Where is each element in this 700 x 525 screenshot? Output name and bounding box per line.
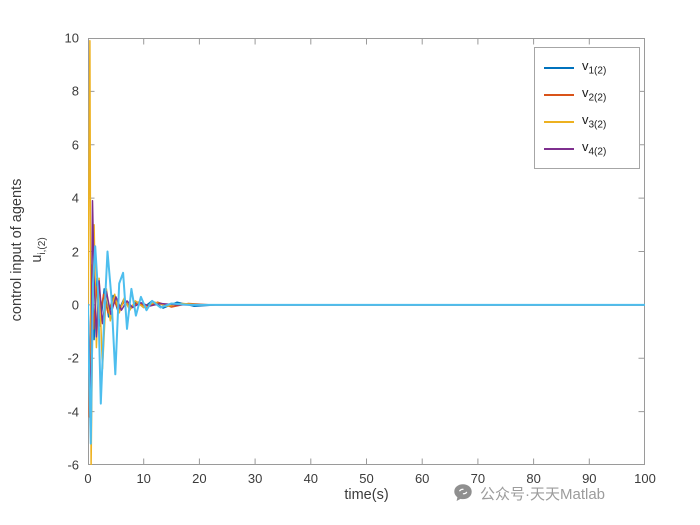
legend-item: v2(2) — [535, 81, 639, 108]
x-tick-label: 20 — [192, 471, 207, 486]
series-line — [88, 264, 645, 400]
x-tick-label: 0 — [84, 471, 92, 486]
y-tick-label: -2 — [67, 350, 79, 366]
y-tick-label: 6 — [71, 137, 79, 153]
y-tick-label: 2 — [71, 244, 79, 259]
y-tick-label: -4 — [67, 404, 79, 420]
y-axis-label-line2: ui,(2) — [29, 237, 48, 263]
y-axis-label: control input of agents ui,(2) — [7, 179, 53, 322]
x-tick-label: 70 — [470, 471, 486, 486]
legend-label: v3(2) — [582, 112, 607, 131]
watermark: 公众号·天天Matlab — [452, 482, 605, 504]
legend: v1(2) v2(2) v3(2) v4(2) — [534, 47, 640, 169]
x-tick-label: 10 — [136, 471, 151, 486]
x-tick-label: 100 — [634, 471, 656, 486]
series-line — [88, 272, 645, 418]
y-tick-label: 8 — [71, 83, 79, 99]
y-tick-label: -6 — [67, 457, 79, 473]
x-tick-label: 50 — [359, 471, 374, 486]
legend-item: v4(2) — [535, 135, 639, 162]
legend-line-swatch — [544, 66, 574, 69]
series-line — [88, 245, 645, 445]
legend-item: v1(2) — [535, 54, 639, 81]
legend-label: v4(2) — [582, 139, 607, 158]
x-axis-label: time(s) — [344, 487, 389, 503]
y-tick-label: 0 — [71, 297, 79, 313]
y-tick-label: 10 — [64, 30, 79, 46]
x-tick-label: 30 — [247, 471, 263, 486]
y-tick-label: 4 — [71, 190, 79, 206]
series-line — [88, 200, 645, 426]
x-tick-label: 80 — [526, 471, 541, 486]
legend-line-swatch — [544, 93, 574, 96]
chat-bubble-icon — [454, 484, 472, 501]
y-axis-label-line1: control input of agents — [9, 178, 26, 322]
legend-label: v2(2) — [582, 85, 607, 104]
plot-area: v1(2) v2(2) v3(2) v4(2) 0 10 20 30 40 50 60 70 80 90… — [65, 31, 656, 487]
legend-item: v3(2) — [535, 108, 639, 135]
x-tick-label: 90 — [582, 471, 597, 486]
legend-label: v1(2) — [582, 58, 607, 77]
x-tick-label: 60 — [414, 471, 430, 486]
x-tick-label: 40 — [303, 471, 319, 486]
line-chart — [88, 38, 645, 465]
watermark-text: 公众号·天天Matlab — [480, 485, 606, 503]
legend-line-swatch — [544, 120, 574, 123]
legend-line-swatch — [544, 147, 574, 150]
